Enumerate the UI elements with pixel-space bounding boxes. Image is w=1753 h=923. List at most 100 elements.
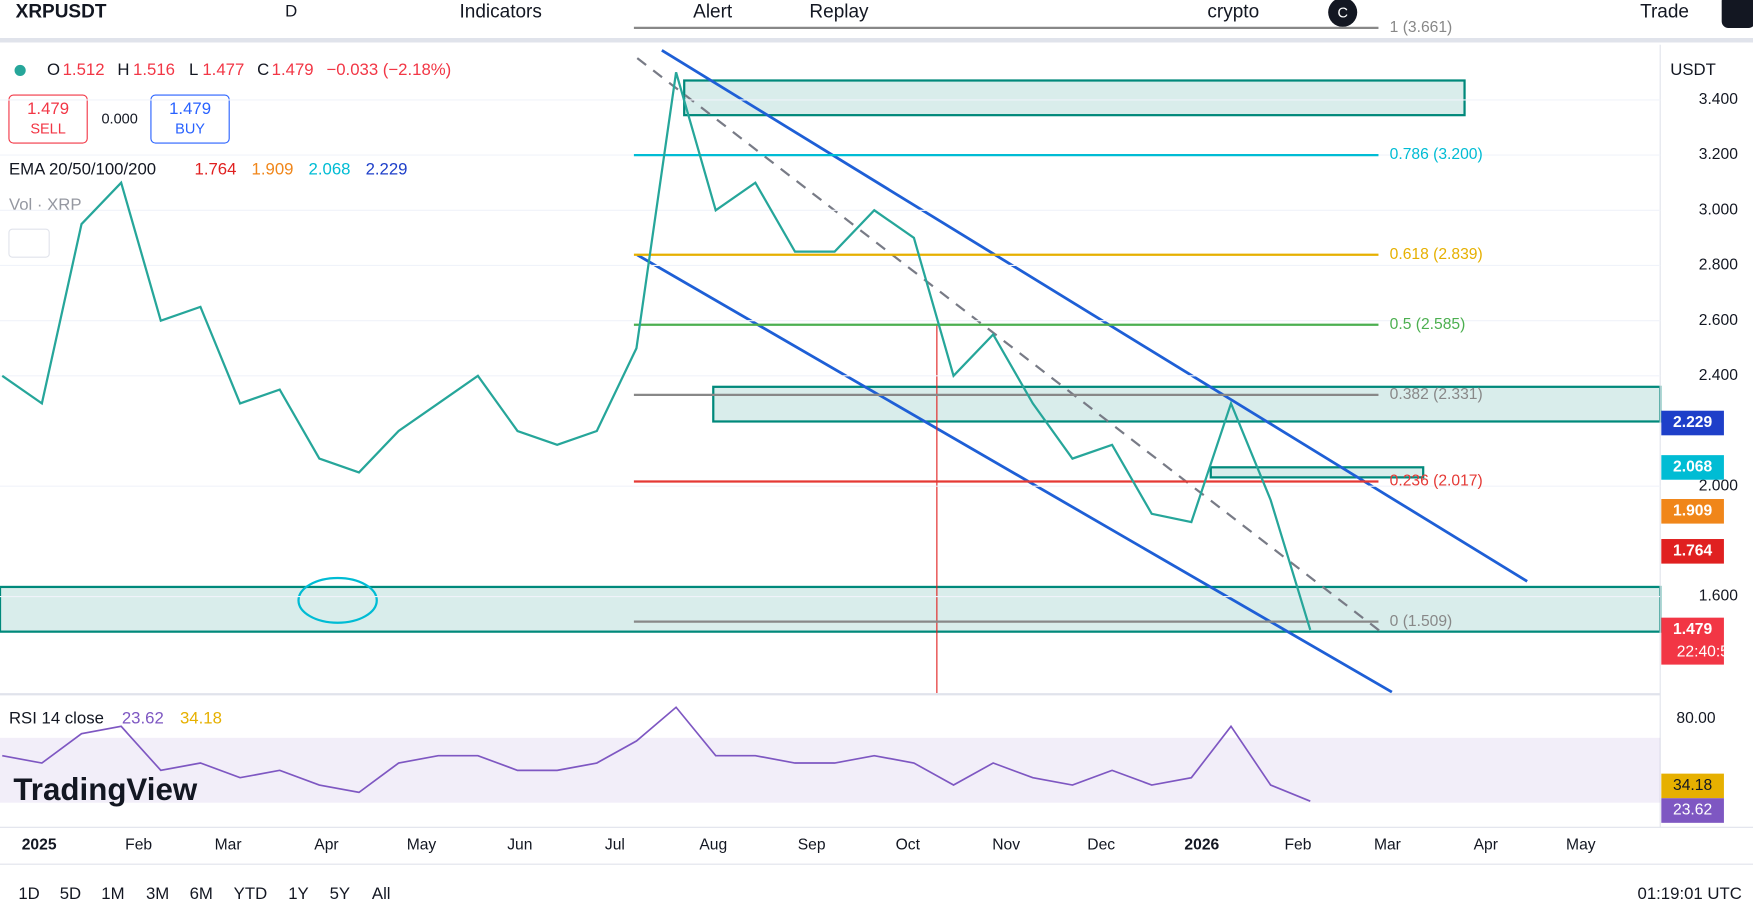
rsi-value: 23.62	[122, 708, 164, 727]
range-button[interactable]: 3M	[146, 884, 169, 903]
time-label: Nov	[992, 836, 1020, 853]
layout-name[interactable]: crypto	[1207, 1, 1259, 22]
time-label: Apr	[314, 836, 338, 853]
price-tick-label: 3.000	[1699, 201, 1738, 218]
time-label: Jun	[507, 836, 532, 853]
price-tick-label: 3.200	[1699, 146, 1738, 163]
fib-label: 0 (1.509)	[1390, 613, 1453, 630]
price-tick-label: 1.600	[1699, 588, 1738, 605]
buy-label[interactable]: BUY	[175, 122, 205, 138]
status-dot	[14, 64, 26, 77]
collapse-button[interactable]	[8, 228, 50, 258]
range-button[interactable]: 5Y	[330, 884, 351, 903]
time-label: Sep	[798, 836, 826, 853]
rsi-ma-tag-label: 34.18	[1673, 777, 1712, 794]
range-button[interactable]: All	[372, 884, 391, 903]
time-label: May	[1566, 836, 1596, 853]
rsi-label: RSI 14 close	[9, 708, 104, 727]
countdown: 22:40:58	[1677, 643, 1738, 660]
rsi-tag	[1661, 798, 1724, 823]
ema-value: 2.068	[309, 159, 351, 178]
interval[interactable]: D	[285, 2, 297, 21]
legend: O 1.512 H 1.516 L 1.477 C 1.479 −0.033 (…	[8, 60, 1716, 258]
zone	[1209, 466, 1425, 479]
o-label: O	[47, 60, 60, 79]
fib-label: 0.5 (2.585)	[1390, 316, 1466, 333]
clock: 01:19:01 UTC	[1638, 884, 1742, 903]
price-tag-label: 2.068	[1673, 459, 1712, 476]
fib-label: 0.236 (2.017)	[1390, 473, 1483, 490]
time-label: Oct	[896, 836, 921, 853]
channel-line	[661, 49, 1528, 583]
rsi-ma: 34.18	[180, 708, 222, 727]
range-button[interactable]: YTD	[234, 884, 268, 903]
volume-label: Vol · XRP	[9, 195, 82, 214]
time-label: Mar	[1374, 836, 1401, 853]
rsi-band	[0, 737, 1661, 803]
price-tick-label: 2.600	[1699, 312, 1738, 329]
price-tag	[1661, 499, 1724, 524]
toolbar: XRPUSDT D Indicators Alert Replay crypto…	[0, 0, 1753, 43]
buy-button[interactable]	[150, 94, 230, 144]
time-label: 2025	[22, 836, 57, 853]
price-line	[1, 72, 1312, 631]
fib-label: 1 (3.661)	[1390, 19, 1453, 36]
zone	[712, 385, 1662, 423]
zone	[683, 79, 1466, 117]
price-tick-label: 2.800	[1699, 257, 1738, 274]
time-label: Feb	[1285, 836, 1312, 853]
rsi-ma-tag	[1661, 773, 1724, 799]
price-tag	[1661, 410, 1724, 436]
publish[interactable]	[1721, 0, 1753, 28]
change: −0.033 (−2.18%)	[326, 60, 451, 79]
o-value: 1.512	[63, 60, 105, 79]
brand: TradingView	[13, 772, 197, 807]
time-label: Dec	[1087, 836, 1115, 853]
sell-button[interactable]	[8, 94, 88, 144]
price-tick-label: 3.400	[1699, 91, 1738, 108]
price-tag-label: 1.479	[1673, 621, 1712, 638]
range-button[interactable]: 1M	[101, 884, 124, 903]
symbol[interactable]: XRPUSDT	[16, 1, 107, 22]
spread: 0.000	[101, 111, 137, 127]
price-tag-label: 1.909	[1673, 502, 1712, 519]
price-tag-label: 1.764	[1673, 542, 1712, 559]
indicators[interactable]: Indicators	[459, 1, 541, 22]
rsi-tick-label: 80.00	[1676, 710, 1715, 727]
ema-value: 1.764	[195, 159, 237, 178]
c-label: C	[257, 60, 269, 79]
alert[interactable]: Alert	[693, 1, 733, 22]
fib-label: 0.618 (2.839)	[1390, 246, 1483, 263]
fib-label: 0.786 (3.200)	[1390, 146, 1483, 163]
ema-label: EMA 20/50/100/200	[9, 159, 156, 178]
time-label: Mar	[215, 836, 242, 853]
channel-line	[636, 253, 1393, 694]
price-tag	[1661, 455, 1724, 480]
range-button[interactable]: 1D	[18, 884, 39, 903]
price-tag	[1661, 617, 1724, 665]
sell-price[interactable]: 1.479	[27, 99, 69, 118]
range-button[interactable]: 1Y	[288, 884, 309, 903]
c-value: 1.479	[272, 60, 314, 79]
l-label: L	[189, 60, 198, 79]
time-label: 2026	[1184, 836, 1219, 853]
trade[interactable]: Trade	[1640, 1, 1689, 22]
currency[interactable]: USDT	[1670, 60, 1716, 79]
time-label: Jul	[605, 836, 625, 853]
h-label: H	[117, 60, 129, 79]
l-value: 1.477	[202, 60, 244, 79]
time-label: Apr	[1474, 836, 1498, 853]
range-button[interactable]: 5D	[60, 884, 81, 903]
buy-price[interactable]: 1.479	[169, 99, 211, 118]
avatar-bg[interactable]	[1328, 0, 1358, 27]
sell-label[interactable]: SELL	[30, 122, 66, 138]
range-button[interactable]: 6M	[190, 884, 213, 903]
avatar[interactable]: C	[1337, 5, 1347, 21]
fib-label: 0.382 (2.331)	[1390, 386, 1483, 403]
price-tag	[1661, 539, 1724, 564]
price-tick-label: 2.000	[1699, 477, 1738, 494]
time-label: Aug	[699, 836, 727, 853]
replay[interactable]: Replay	[809, 1, 869, 22]
